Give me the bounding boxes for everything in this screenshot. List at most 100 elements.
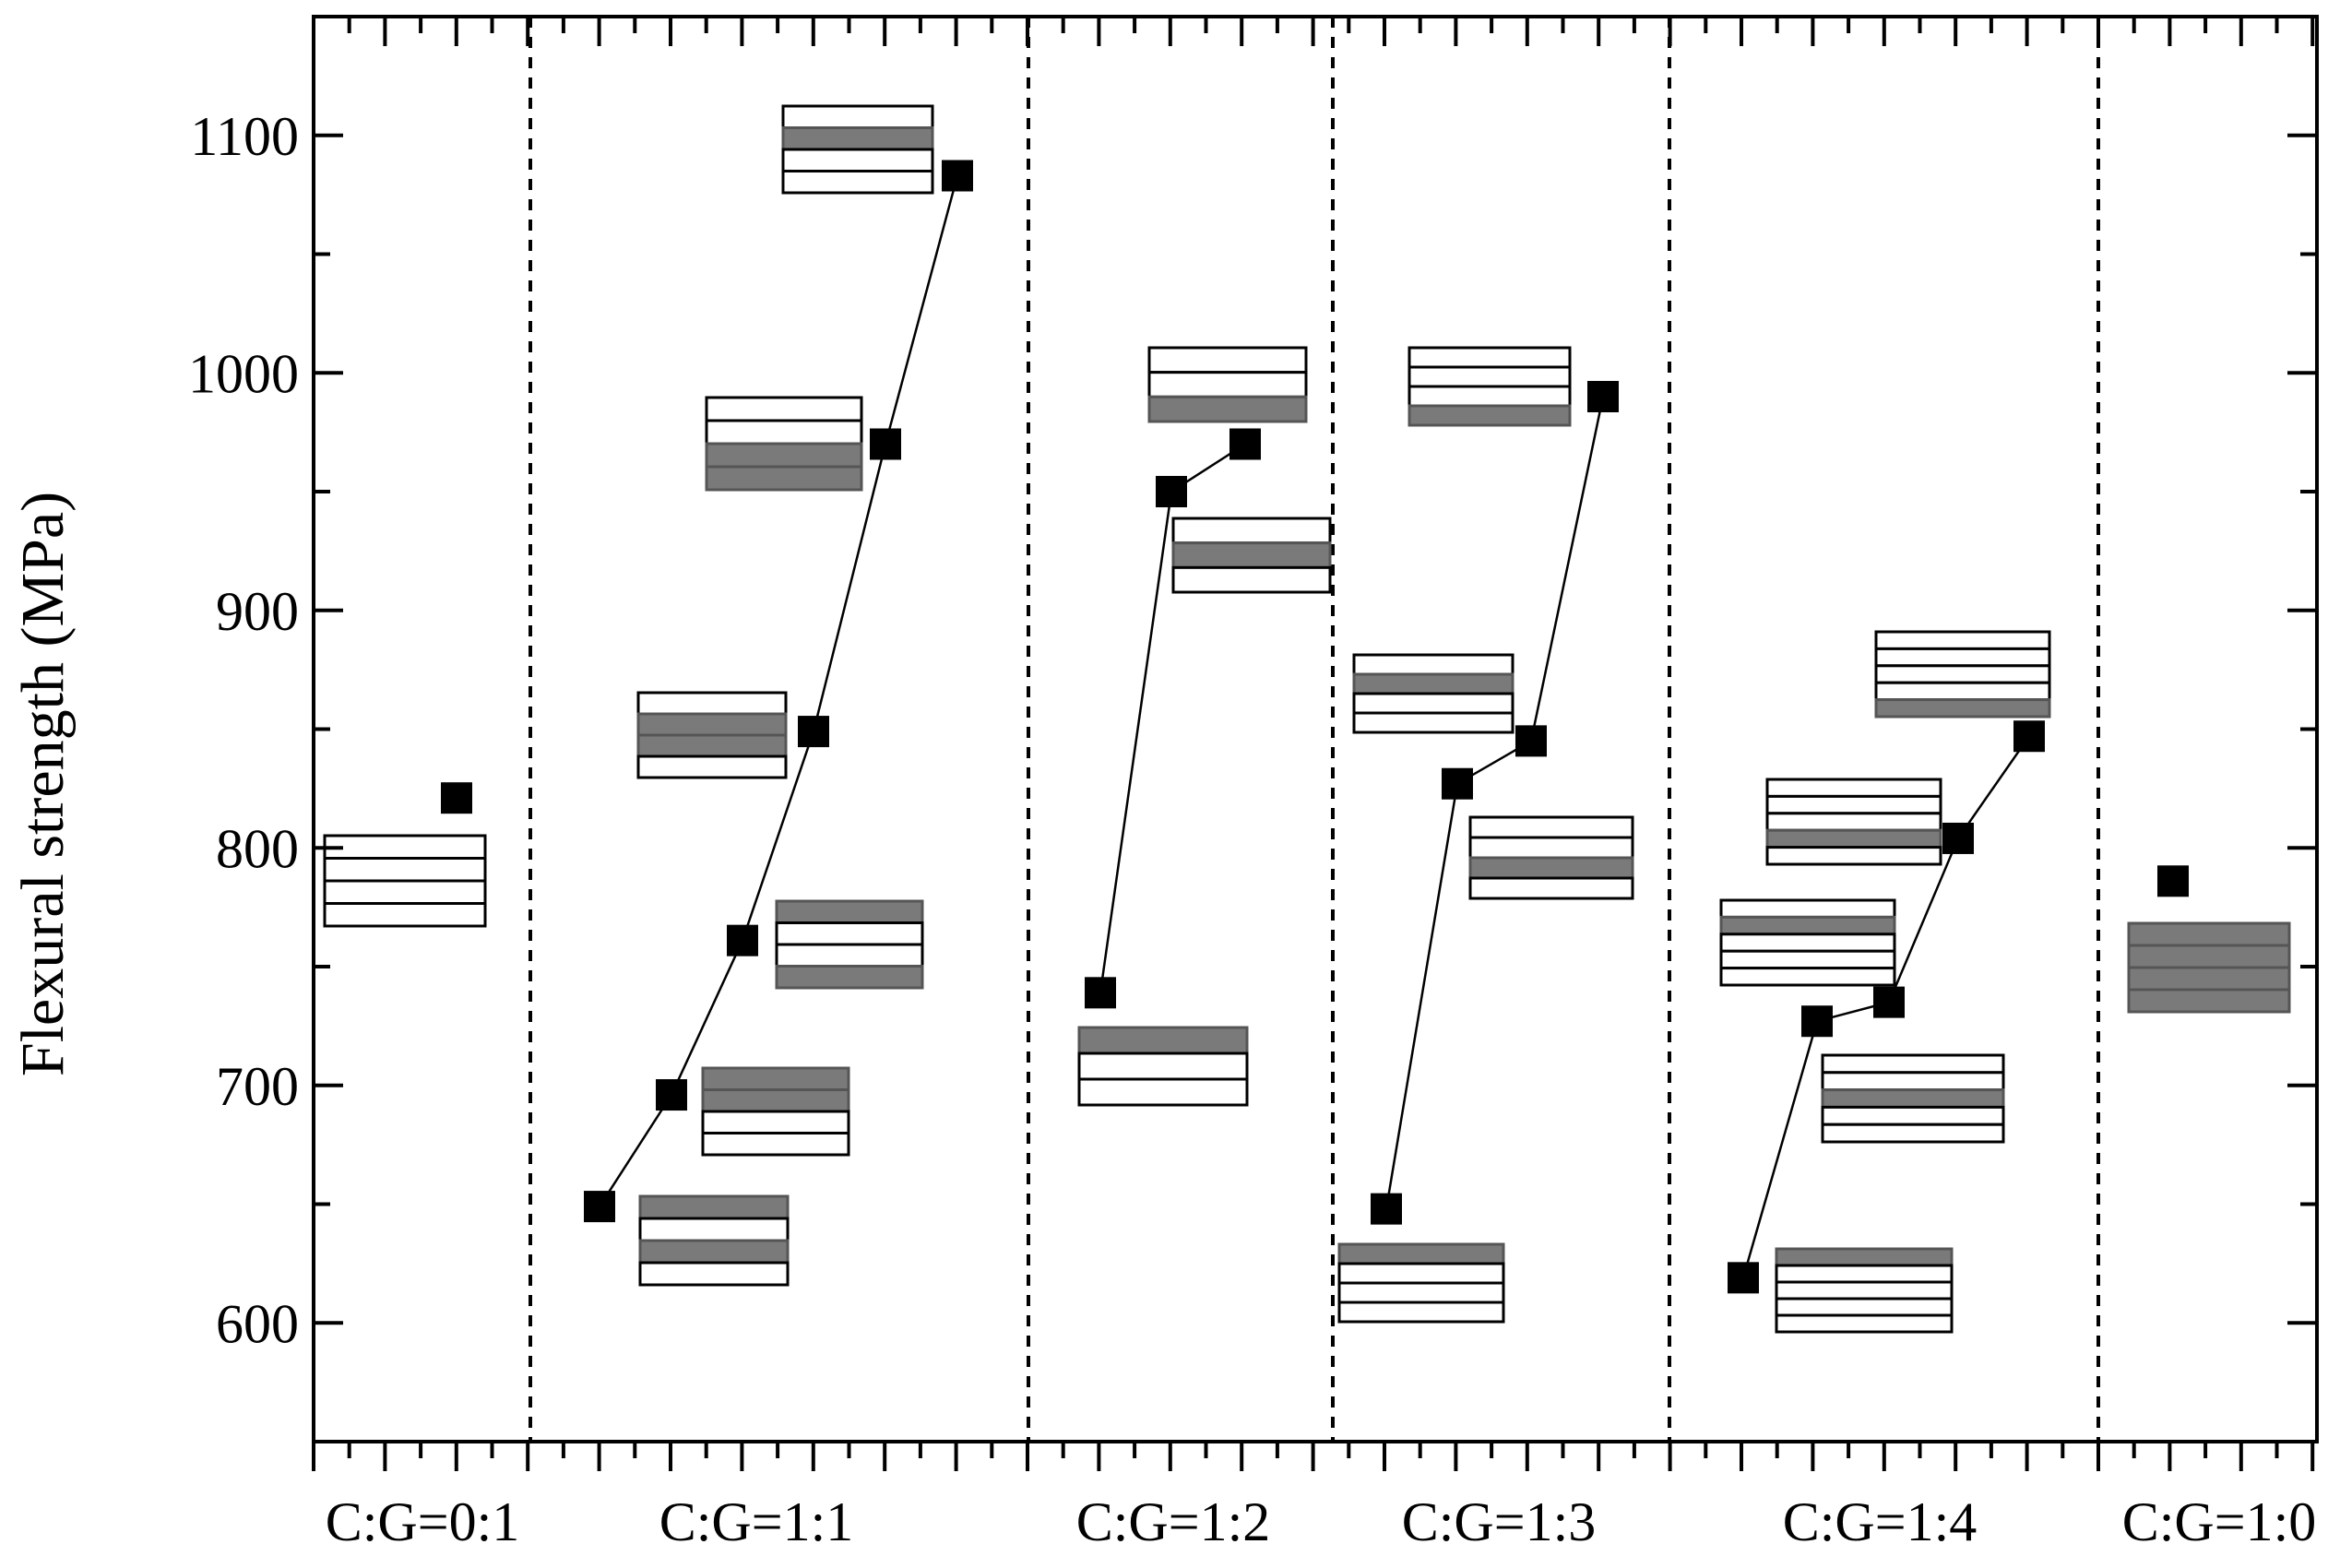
layup-ply-white bbox=[1077, 1051, 1249, 1081]
layup-ply-gray bbox=[1874, 698, 2051, 719]
layup-ply-white bbox=[1352, 711, 1514, 734]
layup-ply-white bbox=[701, 1110, 850, 1134]
layup-diagram bbox=[1874, 630, 2051, 719]
layup-diagram bbox=[638, 1194, 790, 1287]
layup-ply-gray bbox=[1775, 1247, 1954, 1267]
layup-ply-white bbox=[1719, 932, 1896, 953]
layup-ply-gray bbox=[705, 442, 863, 469]
layup-ply-white bbox=[638, 1261, 790, 1287]
layup-ply-gray bbox=[2127, 921, 2291, 947]
data-point bbox=[2013, 720, 2045, 753]
data-point bbox=[942, 160, 973, 192]
data-point bbox=[1229, 428, 1261, 460]
y-tick-label: 1100 bbox=[190, 106, 299, 167]
layup-ply-gray bbox=[1077, 1026, 1249, 1055]
data-point bbox=[870, 428, 901, 460]
layup-ply-white bbox=[323, 902, 487, 928]
layup-ply-gray bbox=[775, 899, 924, 924]
layup-diagram bbox=[1775, 1247, 1954, 1334]
data-point bbox=[1085, 977, 1116, 1009]
layup-diagram bbox=[1352, 653, 1514, 734]
layup-ply-white bbox=[1468, 815, 1634, 839]
y-tick-label: 800 bbox=[216, 818, 299, 879]
series-line bbox=[1384, 396, 1605, 1209]
layup-ply-gray bbox=[2127, 988, 2291, 1014]
layup-ply-gray bbox=[638, 1194, 790, 1220]
layup-ply-gray bbox=[1171, 541, 1332, 569]
layup-diagram bbox=[1337, 1242, 1505, 1324]
layup-ply-white bbox=[323, 857, 487, 883]
layup-ply-white bbox=[1171, 565, 1332, 594]
layup-ply-white bbox=[1147, 371, 1308, 398]
layup-ply-gray bbox=[2127, 944, 2291, 969]
layup-ply-gray bbox=[775, 965, 924, 990]
layup-ply-white bbox=[1775, 1280, 1954, 1301]
layup-ply-gray bbox=[1719, 915, 1896, 936]
y-tick-label: 1000 bbox=[188, 343, 299, 404]
layup-ply-white bbox=[705, 419, 863, 445]
layup-ply-white bbox=[1765, 794, 1942, 815]
layup-ply-gray bbox=[1147, 395, 1308, 423]
layup-ply-white bbox=[1765, 812, 1942, 832]
layup-ply-gray bbox=[1337, 1242, 1505, 1265]
layup-ply-gray bbox=[701, 1088, 850, 1113]
layup-ply-gray bbox=[636, 712, 788, 737]
layup-diagram bbox=[323, 834, 487, 928]
data-point bbox=[1371, 1193, 1402, 1225]
y-tick-label: 600 bbox=[216, 1293, 299, 1354]
layup-ply-white bbox=[1337, 1301, 1505, 1324]
data-point bbox=[1442, 767, 1473, 800]
layup-ply-white bbox=[781, 104, 934, 129]
data-point bbox=[1942, 822, 1974, 854]
layup-ply-white bbox=[1352, 653, 1514, 676]
layup-ply-gray bbox=[705, 465, 863, 492]
layup-ply-white bbox=[1408, 385, 1572, 408]
layup-diagram bbox=[1821, 1053, 2005, 1144]
layup-ply-gray bbox=[1821, 1088, 2005, 1109]
layup-diagram bbox=[1147, 346, 1308, 423]
layup-ply-white bbox=[1765, 778, 1942, 798]
layup-ply-white bbox=[1874, 664, 2051, 684]
layup-ply-gray bbox=[636, 733, 788, 758]
layup-ply-white bbox=[781, 170, 934, 195]
layup-ply-gray bbox=[1352, 672, 1514, 695]
data-point bbox=[2157, 865, 2189, 897]
layup-ply-gray bbox=[1765, 828, 1942, 849]
y-axis-title: Flexural strength (MPa) bbox=[9, 492, 77, 1076]
layup-ply-white bbox=[1147, 346, 1308, 374]
data-point bbox=[441, 782, 472, 814]
layup-ply-gray bbox=[2127, 966, 2291, 992]
layup-ply-white bbox=[1874, 681, 2051, 702]
layup-ply-white bbox=[1765, 846, 1942, 866]
data-point bbox=[1728, 1262, 1759, 1294]
layup-ply-white bbox=[1874, 647, 2051, 668]
layup-diagram bbox=[636, 691, 788, 779]
layup-ply-white bbox=[1821, 1071, 2005, 1092]
data-point bbox=[798, 716, 829, 748]
layup-ply-white bbox=[701, 1132, 850, 1157]
layup-diagram bbox=[701, 1066, 850, 1157]
layup-ply-white bbox=[636, 754, 788, 779]
layup-diagram bbox=[1765, 778, 1942, 866]
x-category-label: C:G=1:1 bbox=[659, 1491, 854, 1552]
y-tick-label: 900 bbox=[216, 581, 299, 642]
layup-ply-white bbox=[1077, 1077, 1249, 1107]
layup-ply-gray bbox=[1408, 404, 1572, 427]
layup-diagram bbox=[775, 899, 924, 990]
layup-ply-white bbox=[323, 879, 487, 905]
layup-diagram bbox=[1468, 815, 1634, 900]
layup-ply-white bbox=[1408, 365, 1572, 388]
layup-diagram bbox=[2127, 921, 2291, 1014]
data-point bbox=[656, 1079, 687, 1111]
layup-diagram bbox=[1077, 1026, 1249, 1107]
x-category-label: C:G=1:2 bbox=[1076, 1491, 1271, 1552]
layup-ply-white bbox=[781, 148, 934, 172]
layup-diagram bbox=[1719, 898, 1896, 987]
layup-diagram bbox=[1171, 517, 1332, 594]
layup-diagram bbox=[781, 104, 934, 195]
layup-ply-white bbox=[1874, 630, 2051, 650]
layup-ply-white bbox=[323, 834, 487, 860]
layup-ply-white bbox=[1337, 1262, 1505, 1285]
data-point bbox=[1873, 986, 1905, 1018]
